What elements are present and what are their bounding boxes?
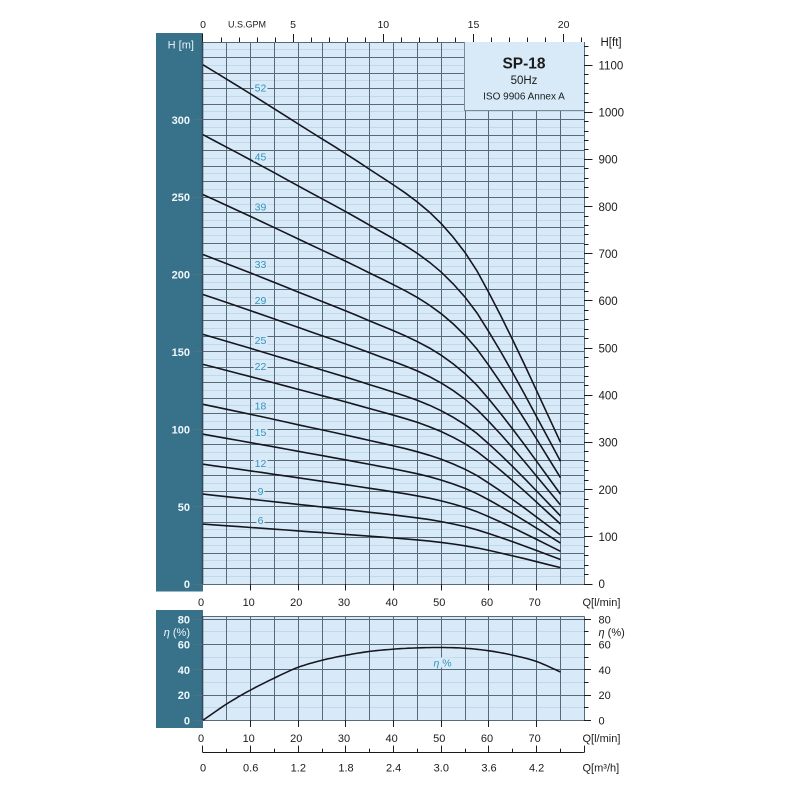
svg-text:3.0: 3.0 (434, 763, 449, 775)
svg-text:6: 6 (258, 515, 264, 527)
svg-text:50: 50 (433, 733, 445, 745)
svg-text:40: 40 (385, 733, 397, 745)
svg-text:12: 12 (255, 458, 267, 470)
svg-text:40: 40 (599, 665, 611, 677)
svg-text:U.S.GPM: U.S.GPM (228, 20, 266, 30)
svg-text:H[ft]: H[ft] (601, 37, 622, 49)
svg-text:50: 50 (178, 502, 190, 514)
svg-text:0: 0 (599, 716, 605, 728)
svg-text:15: 15 (468, 19, 480, 31)
svg-text:H [m]: H [m] (168, 40, 194, 52)
svg-text:5: 5 (290, 19, 296, 31)
svg-text:60: 60 (481, 733, 493, 745)
svg-text:30: 30 (338, 597, 350, 609)
svg-text:3.6: 3.6 (481, 763, 496, 775)
svg-text:Q[l/min]: Q[l/min] (583, 597, 621, 609)
svg-text:10: 10 (243, 733, 255, 745)
svg-text:0: 0 (198, 733, 204, 745)
svg-text:70: 70 (528, 733, 540, 745)
svg-text:39: 39 (255, 201, 267, 213)
svg-text:20: 20 (290, 597, 302, 609)
svg-text:1.8: 1.8 (338, 763, 353, 775)
svg-text:15: 15 (255, 427, 267, 439)
svg-text:0: 0 (200, 19, 206, 31)
svg-text:18: 18 (255, 400, 267, 412)
svg-text:800: 800 (599, 202, 618, 214)
svg-text:0: 0 (184, 716, 190, 728)
svg-text:45: 45 (255, 151, 267, 163)
svg-text:1.2: 1.2 (291, 763, 306, 775)
svg-text:60: 60 (178, 640, 190, 652)
svg-text:250: 250 (172, 192, 190, 204)
svg-text:100: 100 (599, 532, 618, 544)
svg-text:60: 60 (481, 597, 493, 609)
svg-text:0: 0 (198, 597, 204, 609)
svg-text:1100: 1100 (599, 60, 624, 72)
svg-text:50: 50 (433, 597, 445, 609)
svg-text:200: 200 (599, 485, 618, 497)
svg-text:0: 0 (184, 579, 190, 591)
svg-text:300: 300 (172, 115, 190, 127)
svg-text:70: 70 (528, 597, 540, 609)
svg-text:4.2: 4.2 (529, 763, 544, 775)
svg-text:10: 10 (243, 597, 255, 609)
svg-text:40: 40 (385, 597, 397, 609)
svg-text:η (%): η (%) (599, 627, 625, 639)
svg-text:29: 29 (255, 295, 267, 307)
svg-text:50Hz: 50Hz (511, 75, 538, 87)
svg-text:20: 20 (178, 690, 190, 702)
svg-text:20: 20 (558, 19, 570, 31)
svg-text:2.4: 2.4 (386, 763, 401, 775)
svg-text:80: 80 (178, 614, 190, 626)
svg-text:25: 25 (255, 335, 267, 347)
svg-text:20: 20 (290, 733, 302, 745)
svg-text:0.6: 0.6 (243, 763, 258, 775)
svg-text:22: 22 (255, 361, 267, 373)
svg-text:Q[m³/h]: Q[m³/h] (583, 763, 620, 775)
svg-text:20: 20 (599, 690, 611, 702)
svg-text:200: 200 (172, 270, 190, 282)
svg-text:300: 300 (599, 438, 618, 450)
svg-text:40: 40 (178, 665, 190, 677)
svg-text:80: 80 (599, 614, 611, 626)
svg-text:500: 500 (599, 343, 618, 355)
svg-text:60: 60 (599, 640, 611, 652)
svg-text:ISO 9906 Annex A: ISO 9906 Annex A (483, 92, 565, 103)
svg-text:400: 400 (599, 391, 618, 403)
svg-text:0: 0 (599, 579, 605, 591)
svg-text:30: 30 (338, 733, 350, 745)
svg-text:η (%): η (%) (164, 627, 190, 639)
svg-text:Q[l/min]: Q[l/min] (583, 733, 621, 745)
svg-text:η %: η % (433, 657, 451, 669)
svg-text:9: 9 (258, 486, 264, 498)
svg-text:SP-18: SP-18 (502, 56, 545, 73)
svg-text:900: 900 (599, 155, 618, 167)
svg-text:33: 33 (255, 259, 267, 271)
svg-text:0: 0 (200, 763, 206, 775)
svg-text:150: 150 (172, 347, 190, 359)
svg-text:600: 600 (599, 296, 618, 308)
svg-text:52: 52 (255, 82, 267, 94)
svg-text:10: 10 (377, 19, 389, 31)
svg-text:700: 700 (599, 249, 618, 261)
svg-text:100: 100 (172, 424, 190, 436)
svg-text:1000: 1000 (599, 107, 625, 119)
